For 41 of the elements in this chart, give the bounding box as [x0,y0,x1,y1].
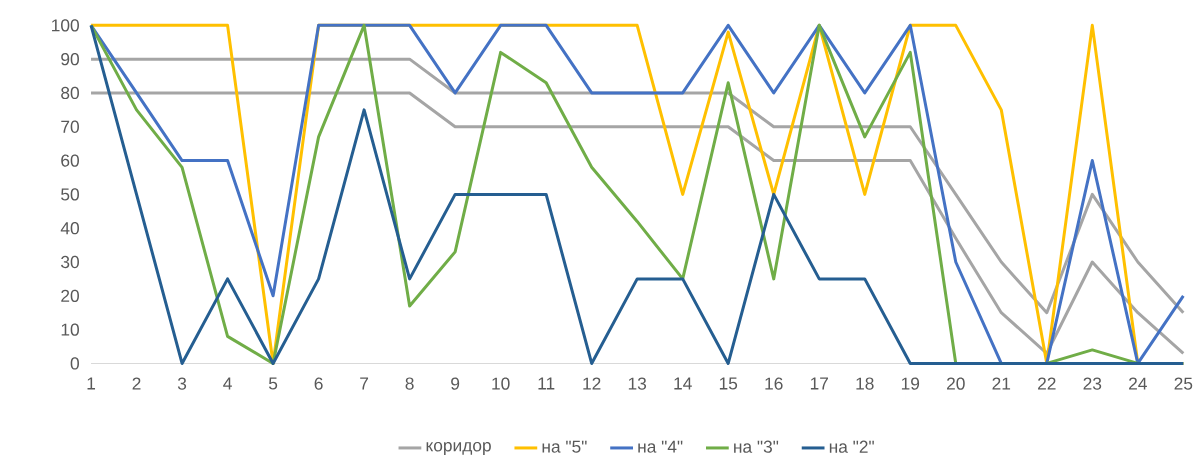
x-tick-label: 13 [628,377,647,390]
legend-label: на "4" [638,440,683,453]
x-tick-label: 19 [901,377,920,390]
y-tick-label: 0 [70,357,79,370]
x-tick-label: 16 [765,377,783,390]
x-tick-label: 15 [719,377,738,390]
y-tick-label: 20 [61,289,79,302]
y-tick-label: 60 [61,154,79,167]
x-tick-label: 10 [492,377,510,390]
x-tick-label: 11 [538,377,555,390]
x-tick-label: 9 [451,377,460,390]
legend-label: на "3" [734,440,779,453]
y-tick-label: 70 [61,120,79,133]
y-tick-label: 40 [60,221,79,235]
x-tick-label: 12 [583,377,601,390]
x-tick-label: 21 [992,377,1011,390]
y-tick-label: 30 [61,255,79,268]
y-tick-label: 100 [52,18,79,32]
x-tick-label: 20 [947,377,965,390]
x-tick-label: 4 [223,377,232,390]
x-tick-label: 22 [1038,377,1056,390]
x-tick-label: 6 [314,377,323,390]
x-tick-label: 18 [856,377,874,390]
y-tick-label: 10 [61,323,79,336]
legend-label: коридор [426,441,491,455]
x-tick-label: 3 [177,377,187,390]
x-tick-label: 1 [87,377,96,390]
y-tick-label: 80 [61,86,79,99]
legend-label: на "2" [829,440,874,453]
legend-label: на "5" [542,440,587,453]
x-tick-label: 2 [132,377,141,390]
x-tick-label: 14 [674,377,692,390]
x-tick-label: 23 [1083,377,1102,390]
y-tick-label: 50 [61,188,79,201]
x-tick-label: 8 [405,377,414,390]
x-tick-label: 5 [268,377,278,390]
x-tick-label: 25 [1174,377,1193,390]
y-tick-label: 90 [61,52,79,66]
x-tick-label: 24 [1129,377,1147,390]
x-tick-label: 7 [360,377,369,390]
x-tick-label: 17 [810,377,828,390]
